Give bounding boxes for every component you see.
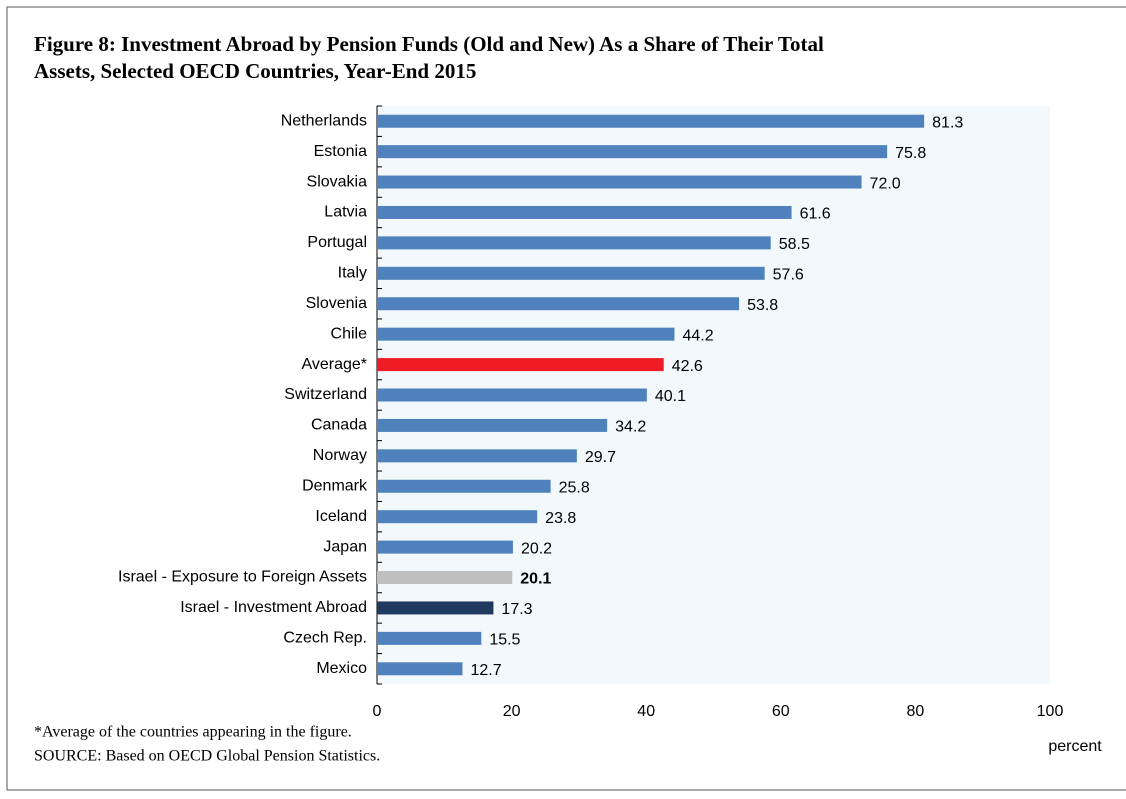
y-tick-label: Czech Rep. [283,630,367,647]
y-tick-label: Israel - Investment Abroad [180,599,367,616]
data-label: 29.7 [585,449,616,466]
x-tick-label: 60 [772,703,790,720]
data-label: 20.2 [521,540,552,557]
y-tick-label: Mexico [316,660,367,677]
x-axis-label: percent [1048,738,1102,755]
x-tick-label: 20 [503,703,521,720]
bar [377,510,538,524]
bar [377,631,482,645]
y-tick-label: Canada [311,417,367,434]
y-tick-label: Iceland [315,508,367,525]
data-label: 23.8 [545,510,576,527]
x-tick-label: 40 [637,703,655,720]
data-label: 15.5 [489,632,520,649]
data-label: 12.7 [470,662,501,679]
chart-title: Assets, Selected OECD Countries, Year-En… [34,59,476,83]
bar [377,358,664,372]
x-tick-label: 0 [373,703,382,720]
y-tick-label: Chile [331,325,368,342]
bar [377,266,765,280]
bar [377,205,792,219]
bar [377,540,513,554]
data-label: 72.0 [870,175,901,192]
frame [6,6,1126,791]
chart-title: Figure 8: Investment Abroad by Pension F… [34,32,824,56]
bar [377,601,494,615]
bar [377,449,577,463]
data-label: 42.6 [672,358,703,375]
bar [377,662,463,676]
data-label: 20.1 [520,571,551,588]
y-tick-label: Netherlands [281,112,367,129]
bar [377,175,862,189]
data-label: 34.2 [615,419,646,436]
footnote: *Average of the countries appearing in t… [34,724,352,741]
data-label: 40.1 [655,388,686,405]
bar [377,418,608,432]
bar [377,236,771,250]
bar [377,571,513,585]
y-tick-label: Switzerland [284,386,367,403]
y-tick-label: Portugal [307,234,367,251]
y-tick-label: Israel - Exposure to Foreign Assets [118,569,367,586]
data-label: 75.8 [895,145,926,162]
bar [377,114,925,128]
data-label: 53.8 [747,297,778,314]
data-label: 61.6 [800,206,831,223]
y-tick-label: Latvia [324,204,367,221]
data-label: 17.3 [501,601,532,618]
y-tick-label: Slovakia [307,173,368,190]
data-label: 44.2 [682,327,713,344]
data-label: 57.6 [773,267,804,284]
data-label: 81.3 [932,114,963,131]
y-tick-label: Average* [301,356,367,373]
bar [377,479,551,493]
y-tick-label: Slovenia [306,295,367,312]
y-tick-label: Italy [338,265,367,282]
y-tick-label: Estonia [314,143,367,160]
y-tick-label: Denmark [302,477,368,494]
data-label: 58.5 [779,236,810,253]
footnote: SOURCE: Based on OECD Global Pension Sta… [34,748,380,765]
y-tick-label: Norway [313,447,367,464]
bar [377,327,675,341]
data-label: 25.8 [559,479,590,496]
y-tick-label: Japan [323,538,367,555]
bar [377,388,647,402]
bar [377,297,740,311]
bar [377,145,888,159]
x-tick-label: 80 [907,703,925,720]
x-tick-label: 100 [1037,703,1064,720]
